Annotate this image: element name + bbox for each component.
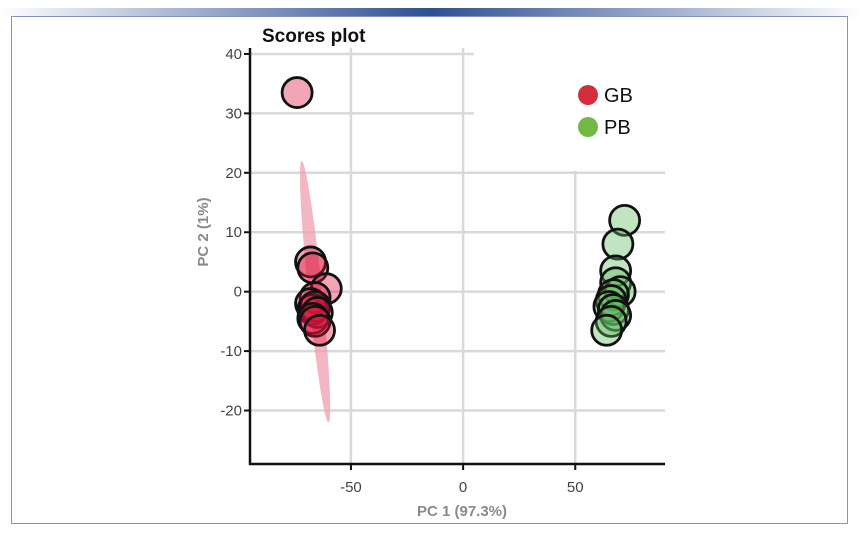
figure-frame (11, 16, 848, 524)
legend-marker-gb (578, 85, 598, 105)
x-tick-label: 50 (567, 479, 584, 496)
point-pb (601, 227, 635, 261)
y-tick-label: 10 (225, 224, 242, 241)
chart-title: Scores plot (262, 26, 366, 47)
point-gb (280, 76, 314, 109)
grid-lines (250, 48, 667, 464)
y-axis-label: PC 2 (1%) (195, 197, 212, 266)
legend-label-pb: PB (604, 117, 631, 139)
point-gb (303, 313, 336, 347)
axes (244, 48, 665, 470)
tick-labels: 40 30 20 10 0 -10 -20 -50 0 50 (220, 46, 583, 496)
legend-background (473, 48, 667, 171)
data-points (280, 76, 642, 347)
y-tick-label: 30 (225, 105, 242, 122)
point-pb (590, 313, 624, 347)
x-tick-label: -50 (340, 479, 362, 496)
y-tick-label: -20 (220, 403, 242, 420)
legend: GB PB (578, 85, 633, 139)
y-tick-label: 20 (225, 165, 242, 182)
x-tick-label: 0 (459, 479, 467, 496)
y-tick-label: -10 (220, 343, 242, 360)
x-axis-label: PC 1 (97.3%) (417, 503, 507, 520)
legend-label-gb: GB (604, 85, 633, 107)
y-tick-label: 0 (234, 284, 242, 301)
y-tick-label: 40 (225, 46, 242, 63)
legend-marker-pb (578, 117, 598, 137)
top-decorative-bar (0, 8, 862, 17)
